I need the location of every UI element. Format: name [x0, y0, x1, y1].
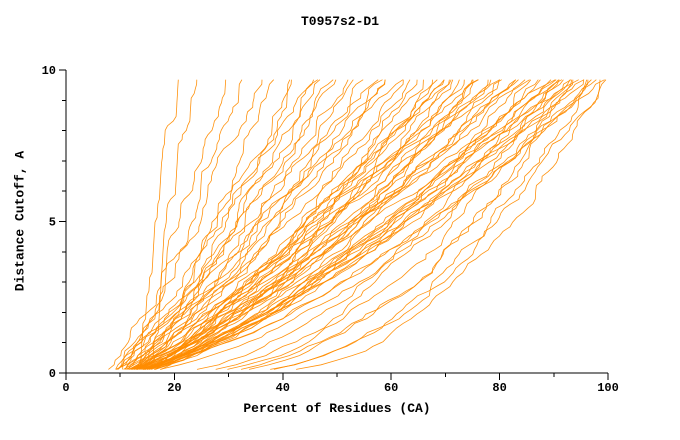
- gdt-curve: [130, 79, 386, 370]
- gdt-curve: [144, 79, 584, 370]
- y-tick-label: 0: [49, 367, 56, 381]
- gdt-curve: [116, 79, 227, 370]
- gdt-curve: [154, 79, 517, 370]
- gdt-curve: [150, 79, 473, 370]
- gdt-curve: [129, 79, 411, 370]
- gdt-curve: [155, 79, 445, 370]
- gdt-curve: [115, 79, 349, 370]
- gdt-curve: [117, 79, 292, 370]
- x-tick-label: 80: [492, 381, 506, 395]
- gdt-curve: [108, 79, 263, 370]
- gdt-curve: [296, 79, 607, 370]
- gdt-curve: [143, 79, 474, 370]
- gdt-curve: [147, 79, 519, 370]
- gdt-curve: [139, 79, 383, 370]
- gdt-curve: [144, 79, 418, 370]
- gdt-curve: [134, 79, 501, 370]
- gdt-curve: [215, 79, 560, 370]
- gdt-curve: [273, 79, 588, 370]
- gdt-curve: [136, 79, 564, 370]
- gdt-curve: [128, 79, 274, 370]
- gdt-curve: [151, 79, 532, 370]
- gdt-curve: [139, 79, 179, 370]
- gdt-curve: [140, 79, 572, 370]
- gdt-curve: [115, 79, 319, 370]
- y-tick-label: 5: [49, 216, 56, 230]
- gdt-curve: [146, 79, 526, 370]
- gdt-curve: [134, 79, 465, 370]
- gdt-curve: [130, 79, 379, 370]
- gdt-curve: [126, 79, 291, 370]
- gdt-curve: [141, 79, 492, 370]
- gdt-curve: [227, 79, 574, 370]
- gdt-curve: [137, 79, 489, 370]
- gdt-curve: [128, 79, 364, 370]
- gdt-curve: [249, 79, 573, 370]
- chart-title: T0957s2-D1: [300, 14, 379, 29]
- gdt-curve: [241, 79, 589, 370]
- gdt-curve: [159, 79, 592, 370]
- gdt-curve: [131, 79, 438, 370]
- y-tick-label: 10: [42, 64, 56, 78]
- gdt-curve: [134, 79, 354, 370]
- gdt-curve: [133, 79, 433, 370]
- gdt-curve: [123, 79, 386, 370]
- gdt-curve: [116, 79, 404, 370]
- gdt-curve: [136, 79, 424, 370]
- gdt-curve: [143, 79, 502, 370]
- gdt-curve: [145, 79, 198, 370]
- gdt-curve: [125, 79, 243, 370]
- gdt-curve: [122, 79, 314, 370]
- gdt-curve: [149, 79, 563, 370]
- gdt-curve: [138, 79, 585, 370]
- x-tick-label: 40: [276, 381, 290, 395]
- x-axis-label: Percent of Residues (CA): [243, 401, 431, 416]
- gdt-curve: [160, 79, 579, 370]
- gdt-curve: [146, 79, 530, 370]
- gdt-curve: [140, 79, 452, 370]
- gdt-curve: [196, 79, 552, 370]
- x-tick-label: 100: [597, 381, 619, 395]
- x-tick-label: 20: [167, 381, 181, 395]
- x-tick-label: 60: [384, 381, 398, 395]
- x-tick-label: 0: [62, 381, 69, 395]
- gdt-curve: [136, 79, 404, 370]
- gdt-curve: [270, 79, 601, 370]
- y-axis-label: Distance Cutoff, A: [12, 150, 28, 292]
